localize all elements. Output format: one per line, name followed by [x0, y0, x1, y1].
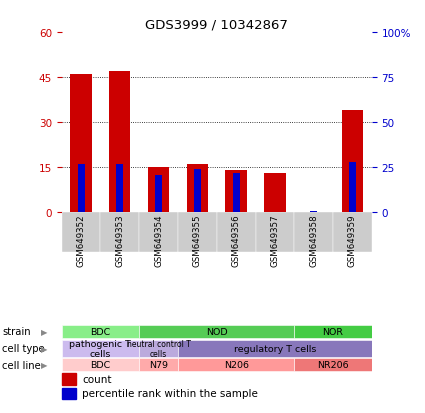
Text: GSM649352: GSM649352: [76, 214, 85, 267]
Text: cell line: cell line: [2, 360, 41, 370]
Text: GSM649355: GSM649355: [193, 214, 202, 267]
Text: ▶: ▶: [41, 344, 48, 353]
Text: neutral control T
cells: neutral control T cells: [127, 339, 190, 358]
Bar: [187, 165, 208, 213]
Text: GSM649358: GSM649358: [309, 214, 318, 267]
Bar: [178, 213, 217, 252]
Bar: [226, 171, 247, 213]
Text: ▶: ▶: [41, 327, 48, 336]
Bar: [178, 339, 372, 357]
Text: GSM649353: GSM649353: [115, 214, 124, 267]
Text: ▶: ▶: [41, 360, 48, 369]
Bar: [62, 373, 76, 385]
Text: GSM649359: GSM649359: [348, 214, 357, 266]
Text: BDC: BDC: [90, 360, 110, 369]
Text: N79: N79: [149, 360, 168, 369]
Bar: [155, 175, 162, 213]
Text: percentile rank within the sample: percentile rank within the sample: [82, 388, 258, 399]
Bar: [333, 213, 372, 252]
Bar: [139, 358, 178, 371]
Bar: [217, 213, 255, 252]
Bar: [139, 213, 178, 252]
Text: GSM649357: GSM649357: [270, 214, 279, 267]
Bar: [264, 174, 286, 213]
Bar: [62, 387, 76, 399]
Bar: [62, 358, 139, 371]
Text: NOD: NOD: [206, 327, 227, 336]
Bar: [342, 111, 363, 213]
Bar: [139, 325, 294, 338]
Text: pathogenic T
cells: pathogenic T cells: [69, 339, 131, 358]
Text: GSM649356: GSM649356: [232, 214, 241, 267]
Bar: [310, 211, 317, 213]
Text: cell type: cell type: [2, 344, 45, 354]
Text: BDC: BDC: [90, 327, 110, 336]
Bar: [178, 358, 294, 371]
Bar: [194, 170, 201, 213]
Text: GSM649354: GSM649354: [154, 214, 163, 267]
Bar: [232, 173, 240, 213]
Text: N206: N206: [224, 360, 249, 369]
Bar: [62, 325, 139, 338]
Bar: [109, 72, 130, 213]
Bar: [116, 164, 123, 213]
Bar: [294, 358, 372, 371]
Bar: [294, 213, 333, 252]
Title: GDS3999 / 10342867: GDS3999 / 10342867: [145, 19, 288, 32]
Bar: [62, 339, 139, 357]
Bar: [255, 213, 294, 252]
Bar: [62, 213, 100, 252]
Bar: [148, 168, 169, 213]
Text: NOR: NOR: [323, 327, 343, 336]
Bar: [294, 325, 372, 338]
Bar: [100, 213, 139, 252]
Text: NR206: NR206: [317, 360, 349, 369]
Bar: [139, 339, 178, 357]
Bar: [349, 163, 356, 213]
Bar: [71, 75, 92, 213]
Text: strain: strain: [2, 327, 31, 337]
Text: regulatory T cells: regulatory T cells: [234, 344, 316, 353]
Text: count: count: [82, 374, 111, 384]
Bar: [77, 164, 85, 213]
